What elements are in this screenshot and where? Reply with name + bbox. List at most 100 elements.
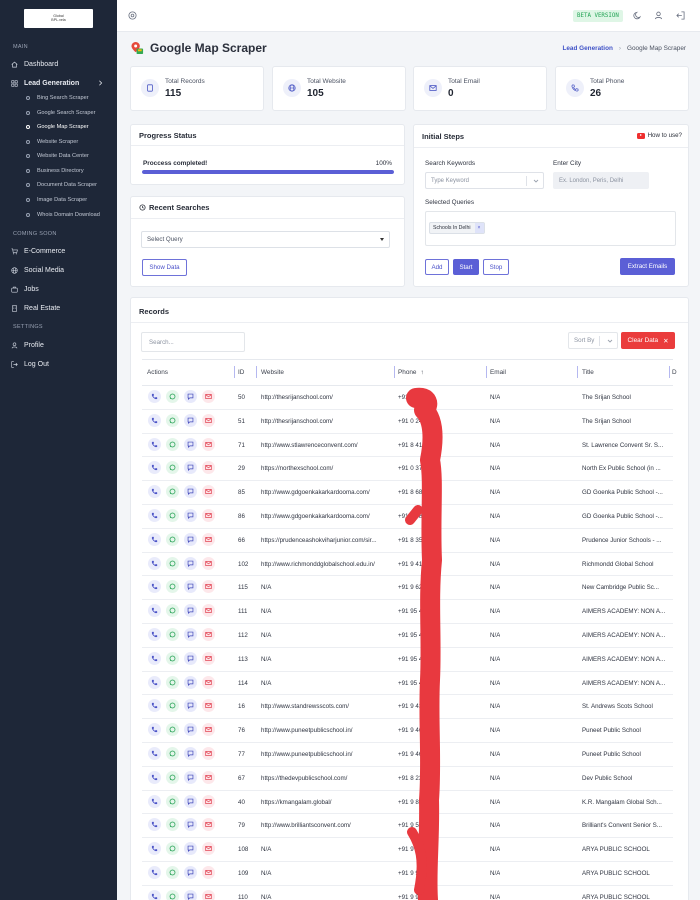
column-header-title[interactable]: Title — [582, 369, 594, 376]
email-button[interactable] — [202, 770, 215, 784]
sidebar-item-e-commerce[interactable]: E-Commerce — [11, 245, 111, 257]
email-button[interactable] — [202, 508, 215, 522]
call-button[interactable] — [148, 390, 161, 403]
sidebar-sub-website-scraper[interactable]: Website Scraper — [26, 137, 78, 147]
sidebar-sub-whois-domain-download[interactable]: Whois Domain Download — [26, 210, 100, 220]
column-header-d[interactable]: D — [672, 369, 677, 376]
query-select[interactable]: Select Query — [141, 231, 390, 248]
call-button[interactable] — [148, 604, 161, 618]
sms-button[interactable] — [184, 865, 197, 879]
email-button[interactable] — [202, 699, 215, 713]
remove-chip-icon[interactable]: × — [474, 223, 484, 233]
email-button[interactable] — [202, 842, 215, 856]
sidebar-item-real-estate[interactable]: Real Estate — [11, 302, 111, 314]
sidebar-sub-website-data-center[interactable]: Website Data Center — [26, 151, 89, 161]
sms-button[interactable] — [184, 627, 197, 641]
whatsapp-button[interactable] — [166, 580, 179, 594]
email-button[interactable] — [202, 675, 215, 689]
call-button[interactable] — [148, 651, 161, 665]
show-data-button[interactable]: Show Data — [142, 259, 187, 276]
whatsapp-button[interactable] — [166, 746, 179, 760]
call-button[interactable] — [148, 794, 161, 808]
sidebar-sub-google-search-scraper[interactable]: Google Search Scraper — [26, 108, 95, 118]
sms-button[interactable] — [184, 508, 197, 522]
email-button[interactable] — [202, 627, 215, 641]
whatsapp-button[interactable] — [166, 842, 179, 856]
call-button[interactable] — [148, 485, 161, 499]
sidebar-item-profile[interactable]: Profile — [11, 339, 111, 351]
call-button[interactable] — [148, 889, 161, 900]
whatsapp-button[interactable] — [166, 889, 179, 900]
whatsapp-button[interactable] — [166, 556, 179, 570]
sms-button[interactable] — [184, 699, 197, 713]
sms-button[interactable] — [184, 604, 197, 618]
city-input[interactable]: Ex. London, Peris, Delhi — [553, 172, 649, 189]
sms-button[interactable] — [184, 485, 197, 499]
sidebar-sub-bing-search-scraper[interactable]: Bing Search Scraper — [26, 93, 89, 103]
column-header-id[interactable]: ID — [238, 369, 245, 376]
sms-button[interactable] — [184, 818, 197, 832]
column-header-email[interactable]: Email — [490, 369, 506, 376]
sms-button[interactable] — [184, 580, 197, 594]
whatsapp-button[interactable] — [166, 675, 179, 689]
sms-button[interactable] — [184, 532, 197, 546]
call-button[interactable] — [148, 580, 161, 594]
sms-button[interactable] — [184, 675, 197, 689]
email-button[interactable] — [202, 437, 215, 451]
sidebar-item-lead-generation[interactable]: Lead Generation — [11, 77, 111, 89]
call-button[interactable] — [148, 627, 161, 641]
user-icon[interactable] — [654, 11, 663, 20]
logout-icon[interactable] — [676, 11, 685, 20]
sms-button[interactable] — [184, 461, 197, 475]
app-logo[interactable]: Global BPL.vela — [24, 9, 93, 28]
sidebar-sub-document-data-scraper[interactable]: Document Data Scraper — [26, 180, 97, 190]
call-button[interactable] — [148, 699, 161, 713]
sidebar-item-dashboard[interactable]: Dashboard — [11, 58, 111, 70]
sidebar-item-jobs[interactable]: Jobs — [11, 283, 111, 295]
sidebar-toggle-icon[interactable] — [128, 11, 137, 20]
call-button[interactable] — [148, 723, 161, 737]
sms-button[interactable] — [184, 390, 197, 403]
clear-data-button[interactable]: Clear Data ✕ — [621, 332, 675, 349]
column-header-phone[interactable]: Phone ↑ — [398, 369, 424, 376]
call-button[interactable] — [148, 556, 161, 570]
whatsapp-button[interactable] — [166, 437, 179, 451]
whatsapp-button[interactable] — [166, 413, 179, 427]
whatsapp-button[interactable] — [166, 794, 179, 808]
email-button[interactable] — [202, 413, 215, 427]
keyword-select[interactable]: Type Keyword — [425, 172, 544, 189]
whatsapp-button[interactable] — [166, 461, 179, 475]
email-button[interactable] — [202, 485, 215, 499]
sort-by-select[interactable]: Sort By — [568, 332, 618, 349]
email-button[interactable] — [202, 865, 215, 879]
call-button[interactable] — [148, 675, 161, 689]
breadcrumb-parent[interactable]: Lead Generation — [562, 45, 613, 52]
sms-button[interactable] — [184, 556, 197, 570]
call-button[interactable] — [148, 818, 161, 832]
call-button[interactable] — [148, 461, 161, 475]
sms-button[interactable] — [184, 723, 197, 737]
call-button[interactable] — [148, 437, 161, 451]
whatsapp-button[interactable] — [166, 627, 179, 641]
sms-button[interactable] — [184, 842, 197, 856]
whatsapp-button[interactable] — [166, 390, 179, 403]
call-button[interactable] — [148, 865, 161, 879]
call-button[interactable] — [148, 508, 161, 522]
email-button[interactable] — [202, 532, 215, 546]
email-button[interactable] — [202, 556, 215, 570]
column-header-website[interactable]: Website — [261, 369, 284, 376]
sms-button[interactable] — [184, 746, 197, 760]
email-button[interactable] — [202, 390, 215, 403]
email-button[interactable] — [202, 818, 215, 832]
email-button[interactable] — [202, 794, 215, 808]
whatsapp-button[interactable] — [166, 532, 179, 546]
call-button[interactable] — [148, 770, 161, 784]
whatsapp-button[interactable] — [166, 699, 179, 713]
email-button[interactable] — [202, 604, 215, 618]
sms-button[interactable] — [184, 770, 197, 784]
start-button[interactable]: Start — [453, 259, 479, 275]
how-to-use-link[interactable]: How to use? — [636, 132, 682, 139]
call-button[interactable] — [148, 842, 161, 856]
call-button[interactable] — [148, 413, 161, 427]
add-button[interactable]: Add — [425, 259, 449, 275]
